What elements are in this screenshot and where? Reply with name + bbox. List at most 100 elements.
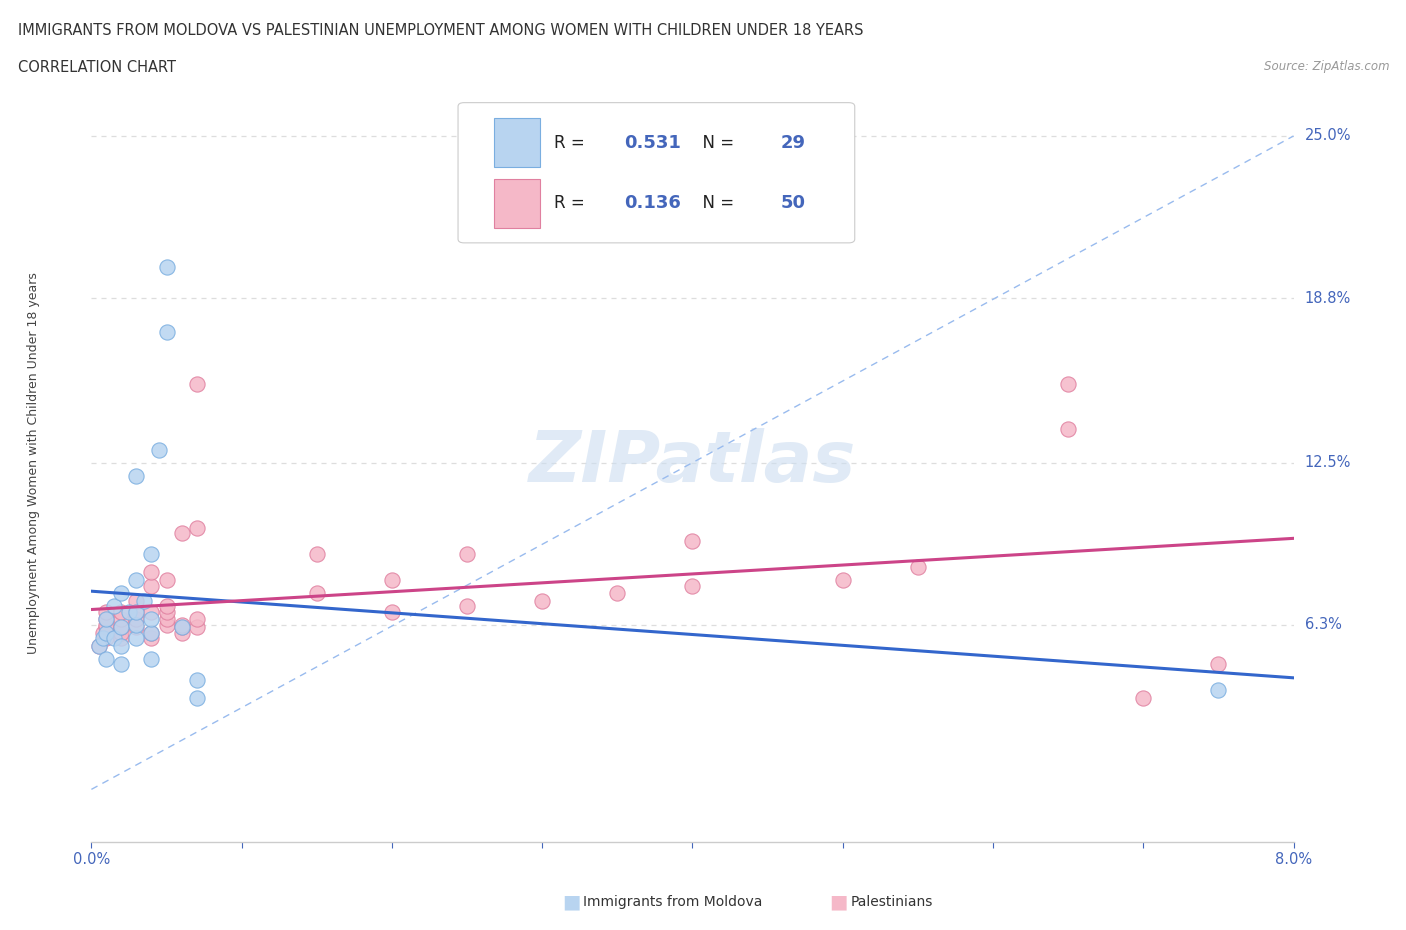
Point (110, 612, 132, 627)
Text: Unemployment Among Women with Children Under 18 years: Unemployment Among Women with Children U… (27, 272, 41, 654)
Point (110, 631, 132, 645)
Point (110, 657, 132, 671)
Point (141, 604, 163, 619)
Text: N =: N = (692, 194, 740, 212)
Point (125, 469, 148, 484)
Text: Immigrants from Moldova: Immigrants from Moldova (583, 895, 763, 910)
Text: 0.531: 0.531 (624, 134, 681, 152)
Point (96, 625, 118, 640)
Point (141, 578, 163, 593)
Point (132, 593, 155, 608)
Point (305, 547, 328, 562)
Point (155, 604, 177, 619)
Point (681, 534, 703, 549)
Text: 12.5%: 12.5% (1305, 455, 1351, 471)
Point (96, 612, 118, 627)
Text: IMMIGRANTS FROM MOLDOVA VS PALESTINIAN UNEMPLOYMENT AMONG WOMEN WITH CHILDREN UN: IMMIGRANTS FROM MOLDOVA VS PALESTINIAN U… (18, 23, 863, 38)
Point (456, 547, 478, 562)
Text: 18.8%: 18.8% (1305, 290, 1351, 306)
Text: R =: R = (554, 134, 591, 152)
Point (456, 599, 478, 614)
Point (141, 625, 163, 640)
Point (186, 672, 208, 687)
Point (110, 620, 132, 635)
Point (155, 618, 177, 632)
FancyBboxPatch shape (458, 102, 855, 243)
Point (96, 631, 118, 645)
Point (1132, 690, 1154, 705)
Point (125, 631, 148, 645)
Point (125, 612, 148, 627)
Point (110, 638, 132, 653)
Point (125, 604, 148, 619)
Point (125, 593, 148, 608)
Text: CORRELATION CHART: CORRELATION CHART (18, 60, 176, 75)
Point (125, 604, 148, 619)
Point (118, 604, 141, 619)
Point (110, 604, 132, 619)
Point (96, 612, 118, 627)
Point (1208, 657, 1230, 671)
Bar (494, 118, 540, 167)
Point (141, 631, 163, 645)
Point (125, 620, 148, 635)
Point (170, 625, 193, 640)
Point (141, 625, 163, 640)
Point (155, 599, 177, 614)
Point (93, 631, 115, 645)
Point (381, 573, 404, 588)
Point (125, 573, 148, 588)
Point (681, 578, 703, 593)
Point (531, 593, 554, 608)
Point (155, 259, 177, 274)
Point (103, 599, 125, 614)
Point (87, 638, 110, 653)
Text: 0.136: 0.136 (624, 194, 681, 212)
Point (96, 620, 118, 635)
Text: 6.3%: 6.3% (1305, 618, 1341, 632)
Point (831, 573, 853, 588)
Point (305, 586, 328, 601)
Bar (494, 179, 540, 228)
Point (93, 625, 115, 640)
Point (186, 690, 208, 705)
Text: 29: 29 (780, 134, 806, 152)
Point (186, 521, 208, 536)
Point (87, 638, 110, 653)
Point (606, 586, 628, 601)
Text: 50: 50 (780, 194, 806, 212)
Point (141, 565, 163, 580)
Point (141, 651, 163, 666)
Point (141, 612, 163, 627)
Point (1057, 377, 1080, 392)
Point (1208, 683, 1230, 698)
Text: Source: ZipAtlas.com: Source: ZipAtlas.com (1264, 60, 1389, 73)
Point (110, 625, 132, 640)
Point (381, 604, 404, 619)
Point (170, 620, 193, 635)
Text: ZIPatlas: ZIPatlas (529, 428, 856, 498)
Text: R =: R = (554, 194, 591, 212)
Point (155, 573, 177, 588)
Point (186, 620, 208, 635)
Text: N =: N = (692, 134, 740, 152)
Text: 25.0%: 25.0% (1305, 128, 1351, 143)
Point (186, 612, 208, 627)
Point (155, 612, 177, 627)
Point (907, 560, 929, 575)
Point (155, 325, 177, 339)
Point (110, 620, 132, 635)
Point (125, 618, 148, 632)
Text: ■: ■ (830, 893, 848, 911)
Point (1057, 421, 1080, 436)
Point (148, 442, 170, 457)
Point (96, 651, 118, 666)
Point (103, 631, 125, 645)
Point (170, 618, 193, 632)
Text: Palestinians: Palestinians (851, 895, 934, 910)
Text: ■: ■ (562, 893, 581, 911)
Point (170, 525, 193, 540)
Point (141, 547, 163, 562)
Point (96, 618, 118, 632)
Point (110, 586, 132, 601)
